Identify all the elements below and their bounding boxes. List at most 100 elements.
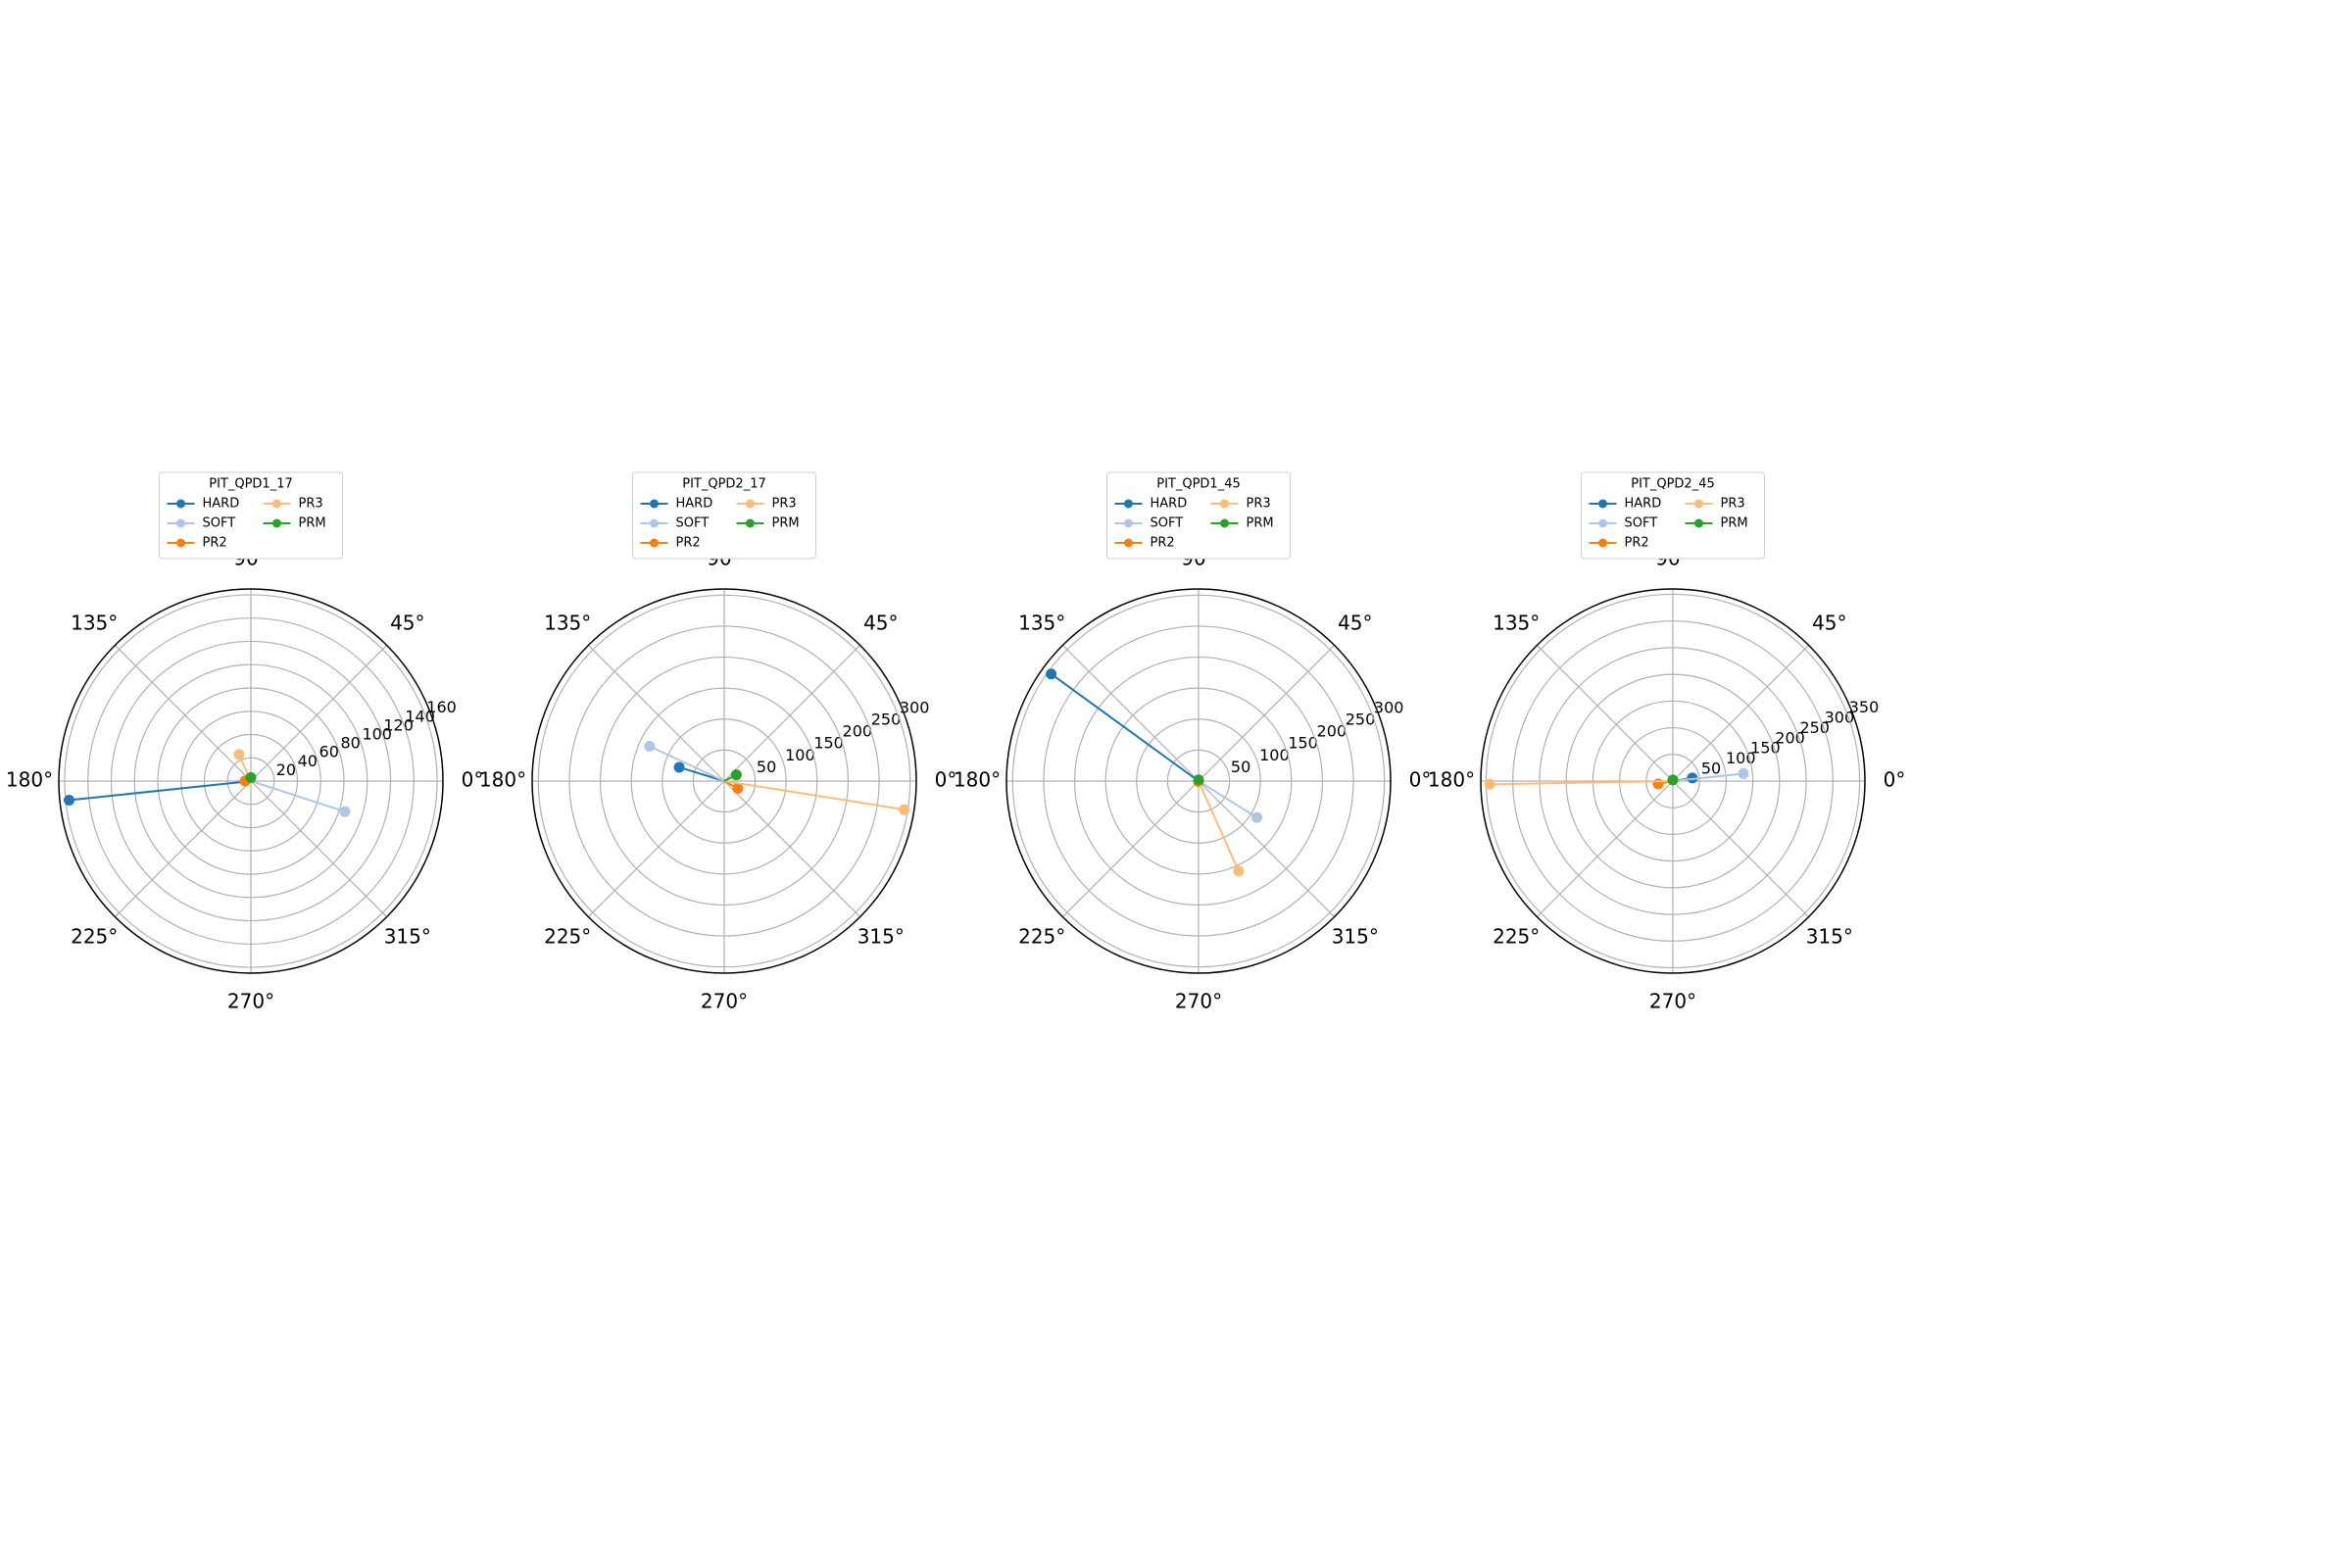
r-grid-line xyxy=(1104,687,1293,875)
legend-label: SOFT xyxy=(203,516,236,531)
theta-tick-label: 270° xyxy=(1649,990,1696,1013)
theta-grid-line xyxy=(1061,644,1200,782)
series-marker xyxy=(1667,774,1679,786)
series-marker xyxy=(1687,772,1698,784)
r-grid-line xyxy=(568,625,880,937)
r-tick-label: 150 xyxy=(1288,734,1318,753)
legend-frame xyxy=(632,471,816,560)
theta-grid-line xyxy=(114,644,252,782)
theta-tick-label: 135° xyxy=(1018,612,1065,635)
theta-grid-line xyxy=(1198,780,1336,918)
legend-label: PR3 xyxy=(299,497,323,512)
theta-tick-label: 270° xyxy=(227,990,274,1013)
r-grid-line xyxy=(203,733,299,829)
r-tick-label: 50 xyxy=(1701,760,1721,778)
r-grid-line xyxy=(1539,647,1807,915)
theta-tick-label: 135° xyxy=(71,612,118,635)
theta-tick-label: 180° xyxy=(1428,768,1475,792)
r-grid-line xyxy=(599,656,850,906)
theta-tick-label: 45° xyxy=(1812,612,1846,635)
polar-frame xyxy=(1480,588,1866,974)
series-line xyxy=(723,780,905,811)
theta-tick-label: 315° xyxy=(384,924,431,948)
r-grid-line xyxy=(1136,718,1261,844)
polar-frame xyxy=(531,588,917,974)
legend-label: SOFT xyxy=(1151,516,1184,531)
r-grid-line xyxy=(1166,749,1231,813)
theta-tick-label: 225° xyxy=(1493,924,1540,948)
legend-label: PR3 xyxy=(1721,497,1745,512)
legend-marker xyxy=(176,499,185,509)
theta-grid-line xyxy=(250,644,388,782)
r-tick-label: 250 xyxy=(871,710,902,728)
theta-tick-label: 0° xyxy=(462,768,484,792)
legend-label: PRM xyxy=(1247,516,1274,531)
r-tick-label: 200 xyxy=(843,722,873,741)
theta-tick-label: 225° xyxy=(71,924,118,948)
r-tick-label: 40 xyxy=(298,752,318,770)
series-marker xyxy=(1233,865,1245,877)
series-marker xyxy=(730,769,742,781)
legend-label: PRM xyxy=(299,516,326,531)
r-tick-label: 50 xyxy=(1231,758,1250,776)
legend-frame xyxy=(159,471,343,560)
legend-marker xyxy=(1124,538,1133,548)
r-grid-line xyxy=(1073,656,1324,906)
legend-marker xyxy=(1598,538,1607,548)
theta-grid-line xyxy=(587,780,725,918)
series-line xyxy=(1051,672,1200,782)
r-grid-line xyxy=(64,594,438,968)
theta-tick-label: 270° xyxy=(701,990,748,1013)
theta-tick-label: 180° xyxy=(954,768,1001,792)
r-tick-label: 350 xyxy=(1849,698,1880,716)
series-line xyxy=(69,780,252,802)
legend-marker xyxy=(1694,499,1703,509)
legend: PIT_QPD2_17 HARD SOFT PR2 PR3 PRM xyxy=(632,471,816,560)
theta-grid-line xyxy=(723,780,861,918)
legend-label: PR2 xyxy=(676,536,701,551)
legend-label: HARD xyxy=(1151,497,1188,512)
r-tick-label: 80 xyxy=(340,734,360,753)
legend-marker xyxy=(746,499,755,509)
r-tick-label: 160 xyxy=(426,698,457,716)
legend: PIT_QPD1_17 HARD SOFT PR2 PR3 PRM xyxy=(159,471,343,560)
series-marker xyxy=(899,804,910,815)
series-marker xyxy=(1251,811,1263,823)
theta-tick-label: 180° xyxy=(6,768,53,792)
legend-label: HARD xyxy=(203,497,240,512)
theta-grid-line xyxy=(1198,644,1336,782)
theta-grid-line xyxy=(250,780,388,918)
polar-frame xyxy=(58,588,444,974)
theta-grid-line xyxy=(114,780,252,918)
polar-chart: 0°45°90°135°180°225°270°315°501001502002… xyxy=(1428,471,1905,1013)
legend-marker xyxy=(1598,518,1607,528)
polar-chart: 0°45°90°135°180°225°270°315°501001502002… xyxy=(479,471,956,1013)
r-grid-line xyxy=(133,663,368,899)
theta-grid-line xyxy=(587,644,725,782)
legend-label: PRM xyxy=(1721,516,1748,531)
legend-marker xyxy=(650,499,659,509)
series-marker xyxy=(245,771,257,783)
legend-title: PIT_QPD1_17 xyxy=(209,477,293,492)
legend-frame xyxy=(1106,471,1291,560)
legend-title: PIT_QPD2_45 xyxy=(1631,477,1715,492)
r-tick-label: 300 xyxy=(900,698,930,716)
series-line xyxy=(1198,780,1240,872)
r-grid-line xyxy=(537,594,911,968)
series-marker xyxy=(732,783,744,795)
r-grid-line xyxy=(1512,620,1834,942)
r-grid-line xyxy=(226,757,275,806)
legend-marker xyxy=(1220,499,1229,509)
r-grid-line xyxy=(1565,673,1781,889)
series-marker xyxy=(1484,778,1495,790)
legend-marker xyxy=(272,518,281,528)
legend: PIT_QPD2_45 HARD SOFT PR2 PR3 PRM xyxy=(1581,471,1765,560)
theta-tick-label: 315° xyxy=(1806,924,1853,948)
legend-marker xyxy=(1598,499,1607,509)
theta-grid-line xyxy=(723,644,861,782)
r-tick-label: 100 xyxy=(785,746,815,764)
series-marker xyxy=(233,749,245,760)
r-grid-line xyxy=(662,718,787,844)
legend-marker xyxy=(650,538,659,548)
